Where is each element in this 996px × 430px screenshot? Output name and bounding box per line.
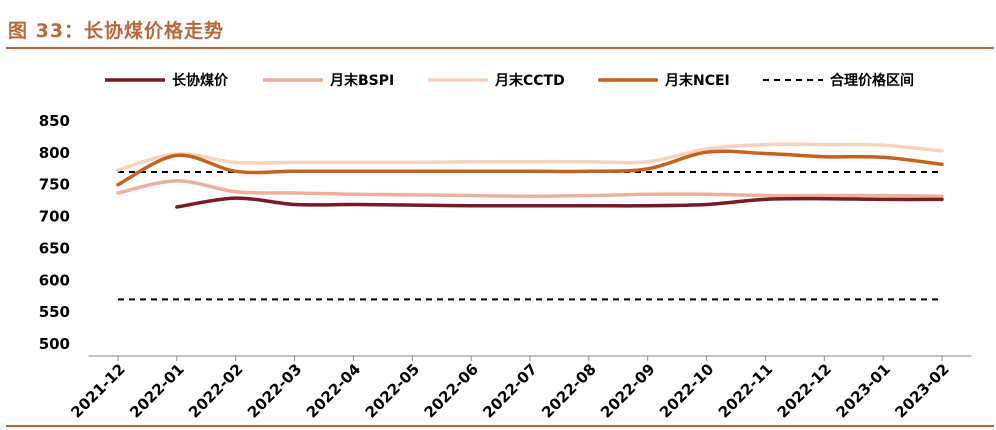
y-tick-label: 600	[39, 271, 70, 289]
y-tick-label: 550	[39, 303, 70, 321]
x-tick-label: 2022-11	[715, 360, 776, 421]
legend-label: 月末NCEI	[664, 72, 730, 89]
y-tick-label: 700	[39, 208, 70, 226]
x-tick-label: 2022-05	[362, 360, 423, 421]
y-tick-label: 800	[39, 144, 70, 162]
series-line	[175, 196, 944, 209]
chart-series	[116, 142, 944, 301]
y-axis: 500 550 600 650 700 750 800 850	[39, 112, 70, 353]
x-tick-label: 2022-02	[185, 360, 246, 421]
y-tick-label: 500	[39, 335, 70, 353]
legend-label: 长协煤价	[172, 72, 229, 89]
x-tick-label: 2022-09	[597, 360, 658, 421]
series-line	[116, 142, 944, 172]
chart-legend: 长协煤价 月末BSPI 月末CCTD 月末NCEI 合理价格区间	[105, 72, 914, 89]
x-axis: 2021-122022-012022-022022-032022-042022-…	[67, 355, 972, 422]
x-tick-label: 2022-06	[421, 360, 482, 421]
bottom-rule	[6, 425, 994, 427]
x-tick-label: 2021-12	[67, 360, 128, 421]
y-tick-label: 850	[39, 112, 70, 130]
x-tick-label: 2022-12	[774, 360, 835, 421]
x-tick-label: 2022-03	[244, 360, 305, 421]
x-tick-label: 2022-01	[126, 360, 187, 421]
x-tick-label: 2022-10	[656, 360, 717, 421]
series-line	[116, 149, 944, 187]
x-tick-label: 2022-08	[538, 360, 599, 421]
y-tick-label: 650	[39, 239, 70, 257]
legend-label: 月末CCTD	[494, 72, 565, 89]
figure-title: 图 33：长协煤价格走势	[8, 20, 225, 42]
x-tick-label: 2023-01	[833, 360, 894, 421]
title-rule	[6, 47, 994, 49]
legend-label: 合理价格区间	[830, 72, 914, 89]
x-tick-label: 2023-02	[891, 360, 952, 421]
series-line	[116, 179, 944, 198]
x-tick-label: 2022-07	[479, 360, 540, 421]
x-tick-label: 2022-04	[303, 360, 364, 421]
y-tick-label: 750	[39, 176, 70, 194]
legend-label: 月末BSPI	[329, 72, 394, 89]
